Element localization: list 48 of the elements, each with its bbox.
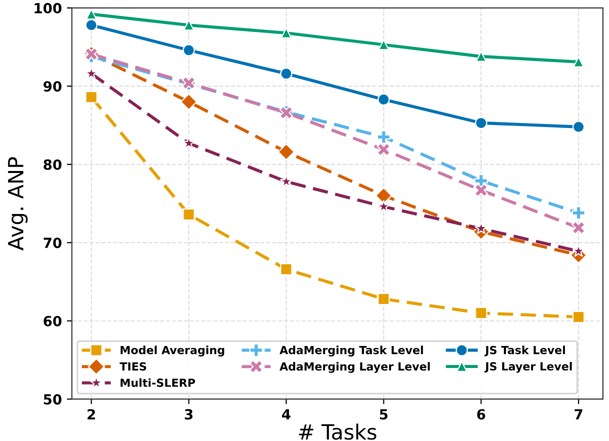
point: [572, 206, 586, 220]
x-tick-label: 4: [282, 409, 290, 420]
x-tick-label: 6: [477, 409, 486, 420]
point: [85, 19, 98, 32]
point: [280, 28, 292, 38]
legend-label: JS Task Level: [484, 346, 565, 356]
point: [376, 142, 390, 156]
legend-label: JS Layer Level: [484, 362, 572, 373]
point: [182, 44, 195, 56]
legend-label: AdaMerging Task Level: [280, 346, 423, 356]
y-axis-title: Avg. ANP: [8, 157, 28, 250]
point: [85, 91, 98, 104]
x-tick-label: 2: [88, 409, 95, 420]
x-axis-title: # Tasks: [299, 424, 376, 440]
legend-label: Model Averaging: [120, 346, 224, 356]
point: [475, 116, 488, 130]
x-tick-label: 7: [574, 409, 582, 420]
point: [476, 51, 487, 62]
point: [572, 220, 586, 235]
y-tick-label: 70: [44, 238, 62, 248]
legend-label: Multi-SLERP: [120, 378, 196, 387]
point: [280, 68, 292, 80]
point: [376, 130, 390, 144]
y-tick-label: 60: [44, 316, 62, 326]
point: [378, 93, 390, 106]
y-tick-label: 90: [44, 81, 62, 92]
point: [474, 183, 488, 198]
point: [573, 56, 584, 68]
x-tick-label: 5: [380, 409, 388, 420]
point: [378, 292, 390, 306]
point: [183, 20, 194, 31]
y-tick-label: 50: [44, 394, 62, 405]
point: [280, 263, 292, 276]
point: [572, 310, 585, 324]
y-tick-label: 80: [44, 159, 62, 170]
y-tick-label: 100: [34, 2, 62, 14]
x-tick-label: 3: [184, 409, 193, 420]
point: [180, 93, 198, 110]
point: [86, 8, 97, 20]
legend-label: AdaMerging Layer Level: [280, 362, 430, 373]
legend-label: TIES: [120, 362, 146, 371]
point: [475, 306, 488, 320]
point: [278, 143, 295, 160]
point: [377, 200, 390, 212]
point: [572, 120, 585, 133]
point: [378, 39, 390, 50]
point: [182, 208, 195, 221]
point: [182, 136, 196, 149]
